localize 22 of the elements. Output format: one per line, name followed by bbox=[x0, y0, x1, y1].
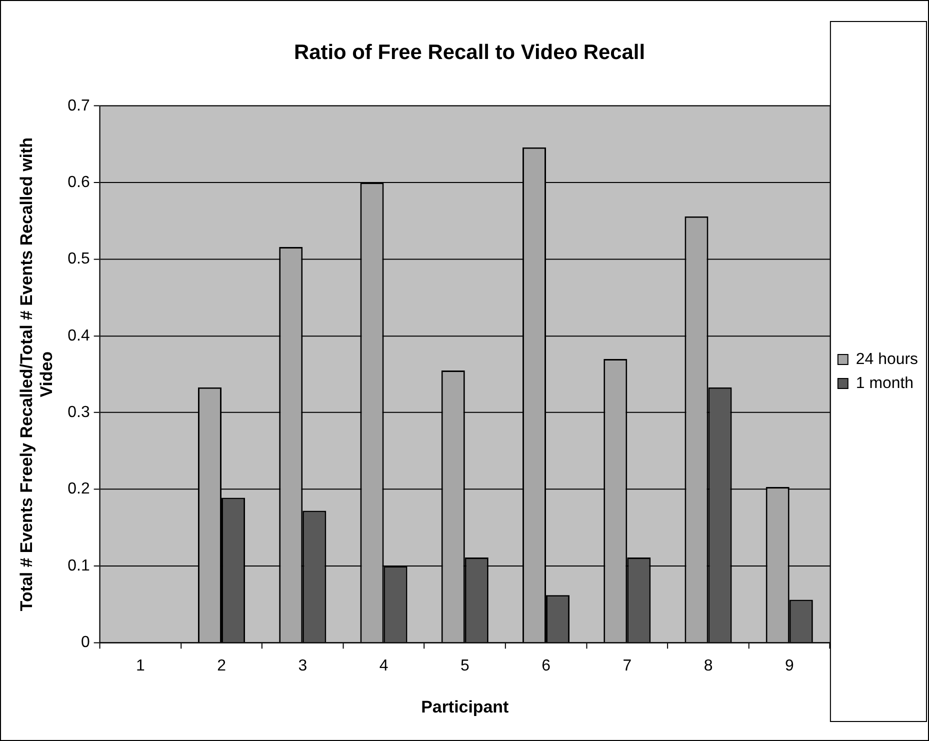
legend-label: 1 month bbox=[856, 374, 914, 392]
y-tick-label: 0.4 bbox=[68, 327, 90, 344]
y-tick-label: 0.6 bbox=[68, 174, 90, 191]
y-axis-title: Total # Events Freely Recalled/Total # Events Recalled with Video bbox=[16, 137, 56, 612]
x-axis-title: Participant bbox=[421, 698, 510, 717]
legend-label: 24 hours bbox=[856, 350, 918, 368]
y-tick-label: 0.1 bbox=[68, 557, 90, 574]
y-tick-label: 0 bbox=[80, 634, 90, 652]
x-tick-label: 8 bbox=[704, 658, 713, 675]
x-tick-label: 7 bbox=[622, 658, 632, 675]
x-tick-label: 4 bbox=[379, 658, 388, 675]
y-tick-label: 0.3 bbox=[68, 404, 90, 422]
x-tick-label: 9 bbox=[784, 658, 794, 675]
y-tick-label: 0.2 bbox=[68, 480, 90, 498]
x-tick-label: 6 bbox=[542, 658, 551, 675]
y-tick-label: 0.5 bbox=[68, 250, 90, 268]
x-tick-label: 2 bbox=[217, 658, 226, 675]
x-tick-label: 5 bbox=[460, 658, 470, 675]
x-tick-label: 1 bbox=[136, 658, 145, 675]
chart-title: Ratio of Free Recall to Video Recall bbox=[294, 41, 646, 64]
y-tick-label: 0.7 bbox=[68, 97, 90, 114]
x-tick-label: 3 bbox=[298, 658, 308, 675]
